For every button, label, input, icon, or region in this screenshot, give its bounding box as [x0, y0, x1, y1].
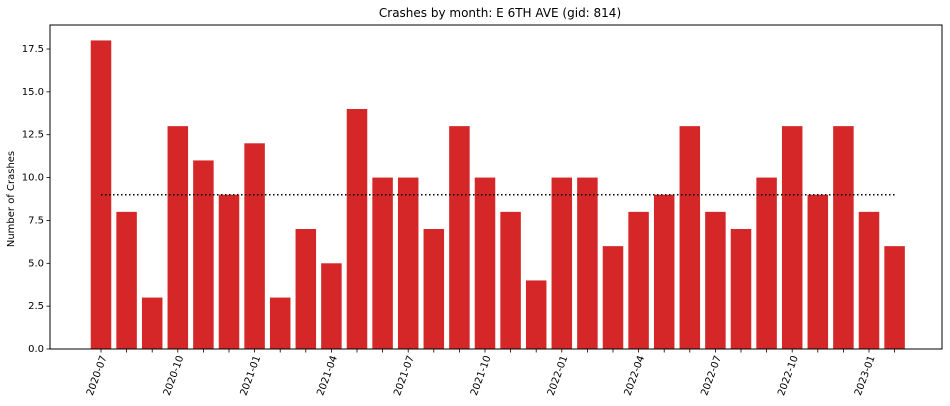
- bar-2022-02: [577, 177, 598, 349]
- bar-2021-05: [346, 109, 368, 349]
- bar-2022-08: [730, 229, 752, 349]
- bar-2022-07: [705, 211, 726, 349]
- bar-2022-04: [628, 211, 649, 349]
- y-tick-label-12.5: 12.5: [22, 130, 44, 141]
- bar-2021-04: [321, 263, 342, 349]
- bar-2021-08: [423, 229, 445, 349]
- y-axis-ticks: 0.0 2.5 5.0 7.5 10.0 12.5 15.0 17.5: [22, 44, 50, 355]
- bar-2021-10: [474, 177, 496, 349]
- bar-2022-11: [807, 194, 829, 349]
- bar-2020-12: [218, 194, 240, 349]
- bar-2021-01: [244, 143, 265, 349]
- y-tick-label-17.5: 17.5: [22, 44, 44, 55]
- bar-2021-03: [295, 229, 317, 349]
- y-tick-label-0.0: 0.0: [28, 344, 44, 355]
- y-tick-label-5.0: 5.0: [28, 258, 44, 269]
- bar-2021-12: [525, 280, 547, 349]
- bar-2022-09: [756, 177, 777, 349]
- bar-2020-08: [116, 211, 137, 349]
- bar-2021-07: [397, 177, 419, 349]
- bar-2021-02: [269, 297, 291, 349]
- bar-2022-03: [602, 246, 624, 349]
- bar-2021-11: [500, 211, 521, 349]
- bar-2022-10: [781, 126, 803, 349]
- bar-2021-09: [449, 126, 470, 349]
- bar-2023-02: [884, 246, 905, 349]
- bar-2020-09: [141, 297, 163, 349]
- y-tick-label-10.0: 10.0: [22, 173, 44, 184]
- bar-2022-05: [653, 194, 675, 349]
- bars-group: [90, 40, 905, 350]
- plot-area-frame: [49, 24, 943, 350]
- bar-2022-06: [679, 126, 701, 349]
- y-axis-label: Number of Crashes: [6, 151, 17, 247]
- bar-2022-12: [833, 126, 854, 349]
- chart-title: Crashes by month: E 6TH AVE (gid: 814): [379, 6, 621, 20]
- y-tick-label-2.5: 2.5: [28, 301, 44, 312]
- y-tick-label-15.0: 15.0: [22, 87, 44, 98]
- bar-2020-10: [167, 126, 189, 349]
- bar-2023-01: [858, 211, 880, 349]
- y-tick-label-7.5: 7.5: [28, 215, 44, 226]
- bar-2020-11: [193, 160, 214, 349]
- bar-2022-01: [551, 177, 573, 349]
- bar-2021-06: [372, 177, 393, 349]
